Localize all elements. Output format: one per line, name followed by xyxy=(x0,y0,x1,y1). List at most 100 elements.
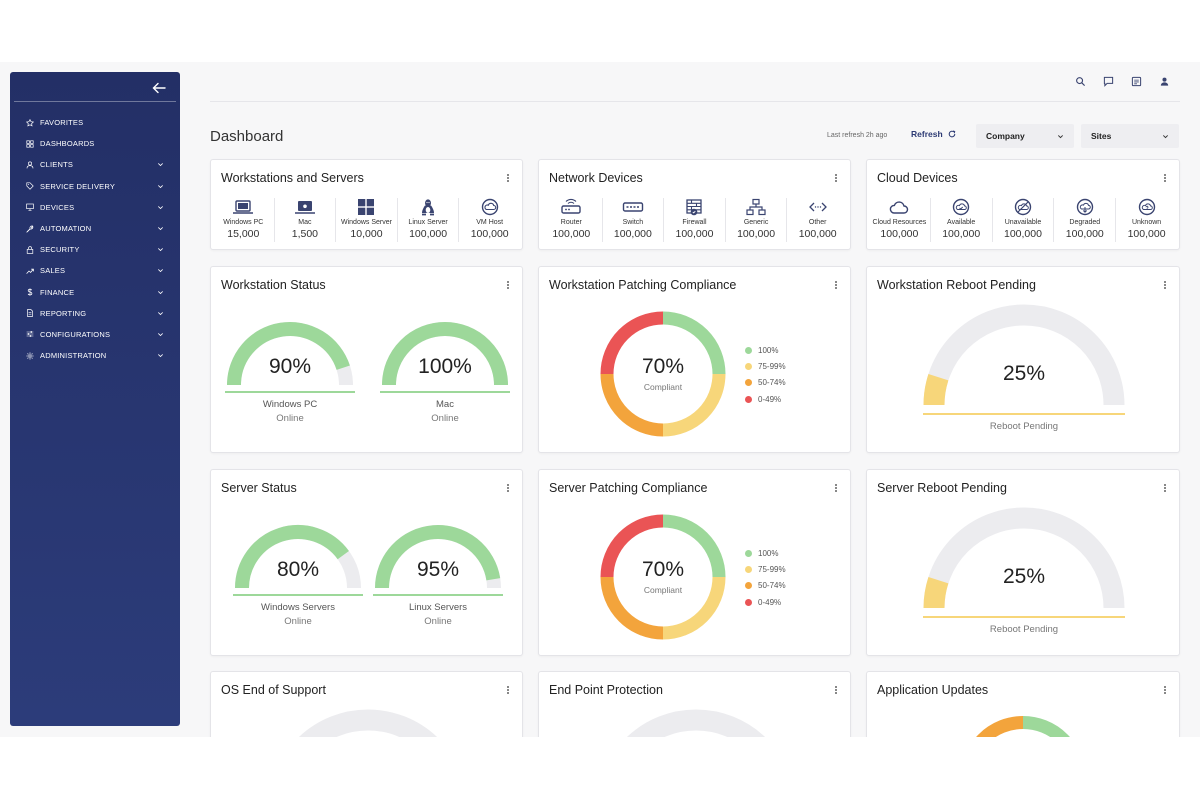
kebab-menu-icon[interactable] xyxy=(506,173,510,183)
sidebar-item-reporting[interactable]: REPORTING xyxy=(10,303,180,324)
device-count: 100,000 xyxy=(675,228,714,240)
sites-select[interactable]: Sites xyxy=(1081,124,1179,148)
workstation-patching-card: Workstation Patching Compliance 70% Compl… xyxy=(538,266,851,453)
device-label: Available xyxy=(947,219,976,226)
kebab-menu-icon[interactable] xyxy=(1163,483,1167,493)
device-stat-degraded[interactable]: Degraded 100,000 xyxy=(1053,198,1115,242)
kebab-menu-icon[interactable] xyxy=(834,280,838,290)
donut-segment-100 xyxy=(662,514,726,578)
kebab-menu-icon[interactable] xyxy=(834,483,838,493)
sidebar-item-administration[interactable]: ADMINISTRATION xyxy=(10,345,180,366)
document-icon xyxy=(27,309,33,318)
device-stat-windows-server[interactable]: Windows Server 10,000 xyxy=(335,198,397,242)
device-stat-unknown[interactable]: Unknown 100,000 xyxy=(1115,198,1177,242)
server-status-card: Server Status 80% Windows Servers Online 9… xyxy=(210,469,523,656)
sidebar-item-favorites[interactable]: FAVORITES xyxy=(10,112,180,133)
chevron-down-icon[interactable] xyxy=(157,225,164,232)
chat-icon[interactable] xyxy=(1103,76,1114,87)
search-icon[interactable] xyxy=(1075,76,1086,87)
last-refresh-text: Last refresh 2h ago xyxy=(827,132,888,139)
sidebar-item-automation[interactable]: AUTOMATION xyxy=(10,218,180,239)
device-label: Unknown xyxy=(1131,219,1162,226)
device-row: Windows PC 15,000 Mac 1,500 Windows Server 10… xyxy=(213,198,520,242)
kebab-menu-icon[interactable] xyxy=(1163,280,1167,290)
device-stat-firewall[interactable]: Firewall 100,000 xyxy=(663,198,725,242)
sidebar-item-service-delivery[interactable]: SERVICE DELIVERY xyxy=(10,176,180,197)
device-stat-available[interactable]: Available 100,000 xyxy=(929,198,992,242)
os-end-of-support-card: OS End of Support xyxy=(210,671,523,737)
gauge-percent: 25% xyxy=(1002,565,1046,588)
tag-icon xyxy=(26,182,34,190)
kebab-menu-icon[interactable] xyxy=(506,685,510,695)
card-title: Server Reboot Pending xyxy=(877,481,1007,495)
device-stat-cloud-resources[interactable]: Cloud Resources 100,000 xyxy=(869,198,930,242)
sidebar-item-clients[interactable]: CLIENTS xyxy=(10,154,180,175)
kebab-menu-icon[interactable] xyxy=(834,173,838,183)
sidebar-item-label: REPORTING xyxy=(40,308,87,318)
chevron-down-icon[interactable] xyxy=(157,246,164,253)
sidebar-item-configurations[interactable]: CONFIGURATIONS xyxy=(10,324,180,345)
device-stat-other[interactable]: Other 100,000 xyxy=(786,198,848,242)
chevron-down-icon[interactable] xyxy=(157,310,164,317)
card-title: End Point Protection xyxy=(549,683,663,697)
card-title: Workstation Status xyxy=(221,278,326,292)
refresh-button[interactable]: Refresh xyxy=(911,129,956,139)
card-title: Workstations and Servers xyxy=(221,171,364,185)
donut-segment-100 xyxy=(662,311,726,375)
chevron-down-icon[interactable] xyxy=(157,289,164,296)
device-stat-windows-pc[interactable]: Windows PC 15,000 xyxy=(213,198,274,242)
card-title: Workstation Reboot Pending xyxy=(877,278,1036,292)
sidebar-item-finance[interactable]: FINANCE xyxy=(10,282,180,303)
patching-legend: 100% 75-99% 50-74% 0-49% xyxy=(745,342,786,407)
user-icon[interactable] xyxy=(1159,76,1170,87)
notes-icon[interactable] xyxy=(1131,76,1142,87)
device-stat-generic[interactable]: Generic 100,000 xyxy=(724,198,787,242)
server-reboot-card: Server Reboot Pending 25% Reboot Pending xyxy=(866,469,1180,656)
legend-dot xyxy=(745,582,752,590)
chevron-down-icon[interactable] xyxy=(157,161,164,168)
legend-label: 75-99% xyxy=(758,564,786,574)
user-icon xyxy=(26,161,34,169)
sites-select-value: Sites xyxy=(1091,131,1112,141)
legend-item: 50-74% xyxy=(745,375,786,391)
grid-icon xyxy=(26,140,34,148)
device-stat-router[interactable]: Router 100,000 xyxy=(541,198,602,242)
gauge-track xyxy=(923,507,1125,609)
sidebar-item-devices[interactable]: DEVICES xyxy=(10,197,180,218)
kebab-menu-icon[interactable] xyxy=(1163,685,1167,695)
kebab-menu-icon[interactable] xyxy=(506,483,510,493)
device-label: VM Host xyxy=(476,219,504,226)
network-icon xyxy=(746,198,766,216)
gauge-fill xyxy=(923,373,949,406)
device-stat-switch[interactable]: Switch 100,000 xyxy=(601,198,664,242)
chevron-down-icon[interactable] xyxy=(157,267,164,274)
windows-icon xyxy=(358,199,375,215)
donut-segment-0-49 xyxy=(600,514,664,578)
arrow-left-icon[interactable] xyxy=(152,81,166,95)
sidebar-item-label: SERVICE DELIVERY xyxy=(40,181,116,191)
company-select[interactable]: Company xyxy=(976,124,1074,148)
laptop-icon xyxy=(233,200,254,214)
device-label: Router xyxy=(560,219,582,226)
workstations-servers-card: Workstations and Servers Windows PC 15,00… xyxy=(210,159,523,250)
donut-subtitle: Compliant xyxy=(643,382,683,392)
kebab-menu-icon[interactable] xyxy=(834,685,838,695)
gauge-percent: 90% xyxy=(268,355,312,378)
chevron-down-icon[interactable] xyxy=(157,183,164,190)
kebab-menu-icon[interactable] xyxy=(1163,173,1167,183)
chevron-down-icon[interactable] xyxy=(157,352,164,359)
device-count: 100,000 xyxy=(613,228,652,240)
chevron-down-icon[interactable] xyxy=(157,331,164,338)
sidebar-item-dashboards[interactable]: DASHBOARDS xyxy=(10,133,180,154)
sidebar-item-security[interactable]: SECURITY xyxy=(10,239,180,260)
sidebar-divider xyxy=(14,101,176,102)
sidebar-item-sales[interactable]: SALES xyxy=(10,260,180,281)
device-label: Degraded xyxy=(1069,219,1101,226)
device-stat-mac[interactable]: Mac 1,500 xyxy=(273,198,336,242)
device-stat-linux-server[interactable]: Linux Server 100,000 xyxy=(396,198,459,242)
chevron-down-icon[interactable] xyxy=(157,204,164,211)
reboot-gauge: 25% Reboot Pending xyxy=(923,507,1125,642)
device-stat-unavailable[interactable]: Unavailable 100,000 xyxy=(991,198,1054,242)
kebab-menu-icon[interactable] xyxy=(506,280,510,290)
device-stat-vm-host[interactable]: VM Host 100,000 xyxy=(458,198,520,242)
